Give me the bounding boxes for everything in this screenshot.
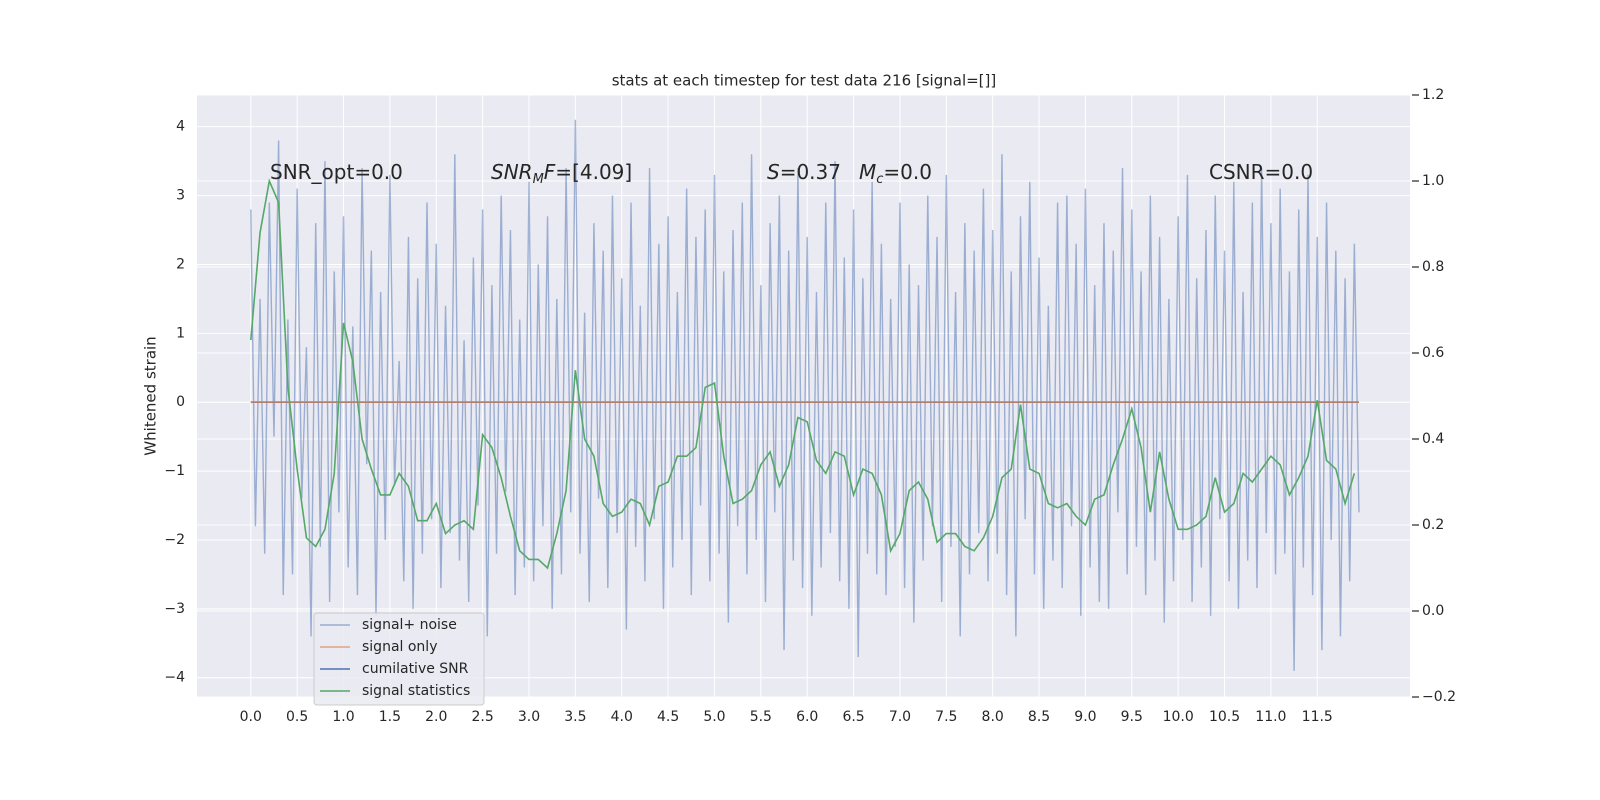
y2-tick-label: 1.2 bbox=[1422, 87, 1444, 103]
series-line bbox=[249, 178, 1356, 570]
x-tick-label: 5.0 bbox=[703, 709, 725, 725]
annotation-part: SNR_opt=0.0 bbox=[270, 160, 403, 184]
legend-label: signal+ noise bbox=[362, 617, 457, 633]
legend-label: cumilative SNR bbox=[362, 661, 469, 677]
x-tick-label: 11.0 bbox=[1255, 709, 1286, 725]
annotation-part: =0.37 bbox=[780, 160, 841, 184]
legend-label: signal only bbox=[362, 639, 437, 655]
legend-box bbox=[313, 612, 485, 706]
x-tick-label: 0.0 bbox=[240, 709, 262, 725]
chart-title: stats at each timestep for test data 216… bbox=[612, 72, 997, 90]
annotation: CSNR=0.0 bbox=[1209, 160, 1313, 184]
x-tick-label: 7.0 bbox=[889, 709, 911, 725]
y-tick-label: 2 bbox=[176, 256, 185, 272]
annotation-part: c bbox=[876, 172, 883, 187]
y-tick-label: −3 bbox=[164, 601, 185, 617]
x-tick-label: 10.5 bbox=[1209, 709, 1240, 725]
x-tick-label: 7.5 bbox=[935, 709, 957, 725]
x-tick-label: 6.5 bbox=[842, 709, 864, 725]
y-tick-label: −2 bbox=[164, 532, 185, 548]
x-tick-label: 1.0 bbox=[332, 709, 354, 725]
x-tick-label: 4.0 bbox=[611, 709, 633, 725]
y2-tick-label: 0.2 bbox=[1422, 517, 1444, 533]
y2-tick-label: 0.8 bbox=[1422, 259, 1444, 275]
y-tick-label: 0 bbox=[176, 394, 185, 410]
annotation-part: =[4.09] bbox=[555, 160, 632, 184]
x-tick-label: 2.0 bbox=[425, 709, 447, 725]
x-tick-label: 3.5 bbox=[564, 709, 586, 725]
x-tick-label: 11.5 bbox=[1302, 709, 1333, 725]
x-tick-label: 9.5 bbox=[1121, 709, 1143, 725]
annotation-part: M bbox=[859, 160, 876, 184]
annotation-part: =0.0 bbox=[883, 160, 932, 184]
x-tick-label: 8.0 bbox=[982, 709, 1004, 725]
x-tick-label: 4.5 bbox=[657, 709, 679, 725]
y2-tick-label: 0.0 bbox=[1422, 603, 1444, 619]
series-line bbox=[250, 119, 1360, 671]
y-tick-label: 3 bbox=[176, 188, 185, 204]
x-tick-label: 6.0 bbox=[796, 709, 818, 725]
annotation: SNRMF=[4.09] bbox=[491, 160, 632, 187]
y-tick-label: −4 bbox=[164, 670, 185, 686]
annotation-part: CSNR=0.0 bbox=[1209, 160, 1313, 184]
y2-tick-label: 1.0 bbox=[1422, 173, 1444, 189]
x-tick-label: 2.5 bbox=[471, 709, 493, 725]
annotation-part: SNR bbox=[491, 160, 533, 184]
annotation: Mc=0.0 bbox=[859, 160, 932, 187]
x-tick-label: 0.5 bbox=[286, 709, 308, 725]
x-tick-label: 9.0 bbox=[1074, 709, 1096, 725]
annotation-part: S bbox=[767, 160, 780, 184]
x-tick-label: 5.5 bbox=[750, 709, 772, 725]
annotation: S=0.37 bbox=[767, 160, 841, 184]
legend-label: signal statistics bbox=[362, 683, 470, 699]
y-tick-label: 1 bbox=[176, 325, 185, 341]
annotation: SNR_opt=0.0 bbox=[270, 160, 403, 184]
y2-tick-label: 0.6 bbox=[1422, 345, 1444, 361]
x-tick-label: 3.0 bbox=[518, 709, 540, 725]
y-axis-label: Whitened strain bbox=[142, 336, 160, 455]
y2-tick-label: −0.2 bbox=[1422, 689, 1456, 705]
y2-tick-label: 0.4 bbox=[1422, 431, 1444, 447]
x-tick-label: 10.0 bbox=[1163, 709, 1194, 725]
annotation-part: F bbox=[544, 160, 556, 184]
y-tick-label: −1 bbox=[164, 463, 185, 479]
annotation-part: M bbox=[533, 172, 544, 187]
x-tick-label: 1.5 bbox=[379, 709, 401, 725]
x-tick-label: 8.5 bbox=[1028, 709, 1050, 725]
y-tick-label: 4 bbox=[176, 119, 185, 135]
